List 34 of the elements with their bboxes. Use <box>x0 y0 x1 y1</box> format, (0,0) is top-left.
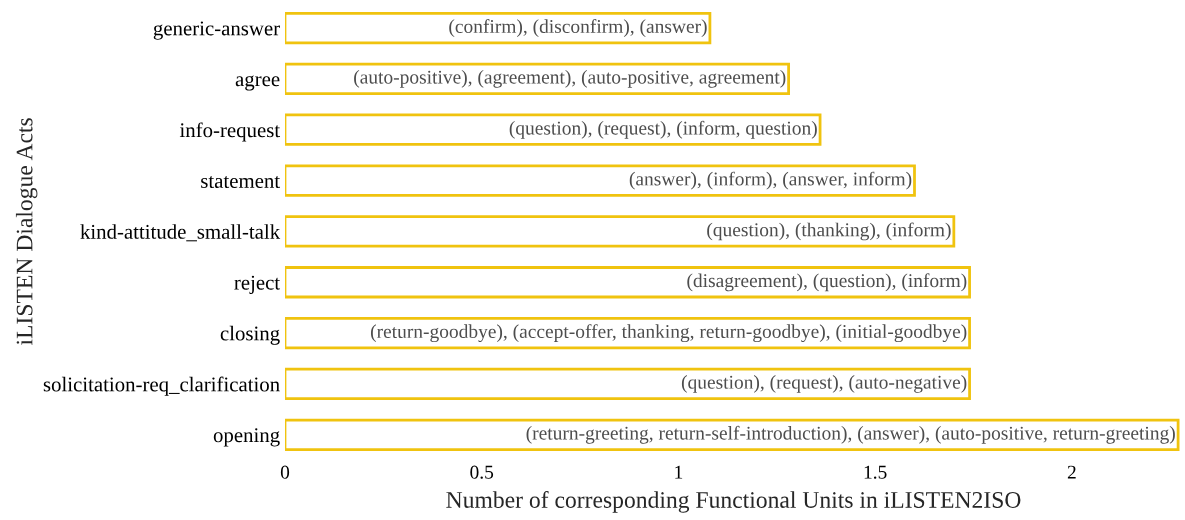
x-tick-label: 0 <box>280 465 290 479</box>
bar <box>284 367 971 401</box>
bar <box>284 266 971 299</box>
y-tick-label: kind-attitude_small-talk <box>80 224 281 242</box>
bar <box>284 418 1180 451</box>
x-axis-title: Number of corresponding Functional Units in iLISTEN2ISO <box>446 491 1021 513</box>
y-tick-label: generic-answer <box>153 21 280 40</box>
bar <box>284 316 971 350</box>
y-tick-label: reject <box>234 275 281 294</box>
x-tick-label: 1 <box>675 465 683 479</box>
data-label: (auto-positive), (agreement), (auto-positive, agreement) <box>354 70 786 88</box>
x-tick-label: 1.5 <box>864 465 887 479</box>
data-label: (question), (request), (inform, question) <box>509 120 817 139</box>
data-label: (confirm), (disconfirm), (answer) <box>449 19 707 37</box>
bar <box>284 62 790 95</box>
y-tick-label: opening <box>213 428 280 447</box>
bar <box>284 164 916 197</box>
y-tick-label: info-request <box>179 122 281 142</box>
bar <box>284 215 956 248</box>
y-tick-label: solicitation-req_clarification <box>43 376 280 396</box>
data-label: (return-goodbye), (accept-offer, thanking, return-goodbye), (initial-goodbye) <box>370 324 967 343</box>
data-label: (question), (request), (auto-negative) <box>681 375 967 393</box>
y-axis-title: iLISTEN Dialogue Acts <box>15 118 38 346</box>
data-label: (disagreement), (question), (inform) <box>687 273 967 292</box>
data-label: (answer), (inform), (answer, inform) <box>629 171 912 190</box>
x-tick-label: 0.5 <box>470 465 494 479</box>
data-label: (return-greeting, return-self-introduction), (answer), (auto-positive, return-greeting) <box>526 425 1175 444</box>
bar <box>284 113 822 146</box>
x-tick-label: 2 <box>1067 465 1076 479</box>
y-tick-label: agree <box>235 75 280 91</box>
data-label: (question), (thanking), (inform) <box>707 222 951 241</box>
y-tick-label: statement <box>201 176 281 188</box>
bar <box>284 11 712 45</box>
y-tick-label: closing <box>220 325 280 345</box>
